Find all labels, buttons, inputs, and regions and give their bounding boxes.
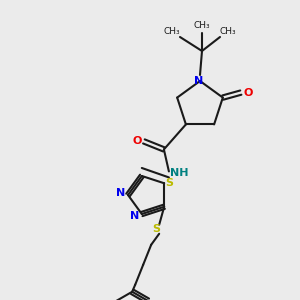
Text: N: N — [194, 76, 204, 86]
Text: S: S — [165, 178, 173, 188]
Text: CH₃: CH₃ — [220, 28, 236, 37]
Text: CH₃: CH₃ — [164, 28, 180, 37]
Text: S: S — [152, 224, 160, 234]
Text: N: N — [116, 188, 126, 198]
Text: NH: NH — [169, 168, 188, 178]
Text: O: O — [132, 136, 142, 146]
Text: N: N — [130, 211, 140, 221]
Text: O: O — [243, 88, 253, 98]
Text: CH₃: CH₃ — [194, 20, 210, 29]
